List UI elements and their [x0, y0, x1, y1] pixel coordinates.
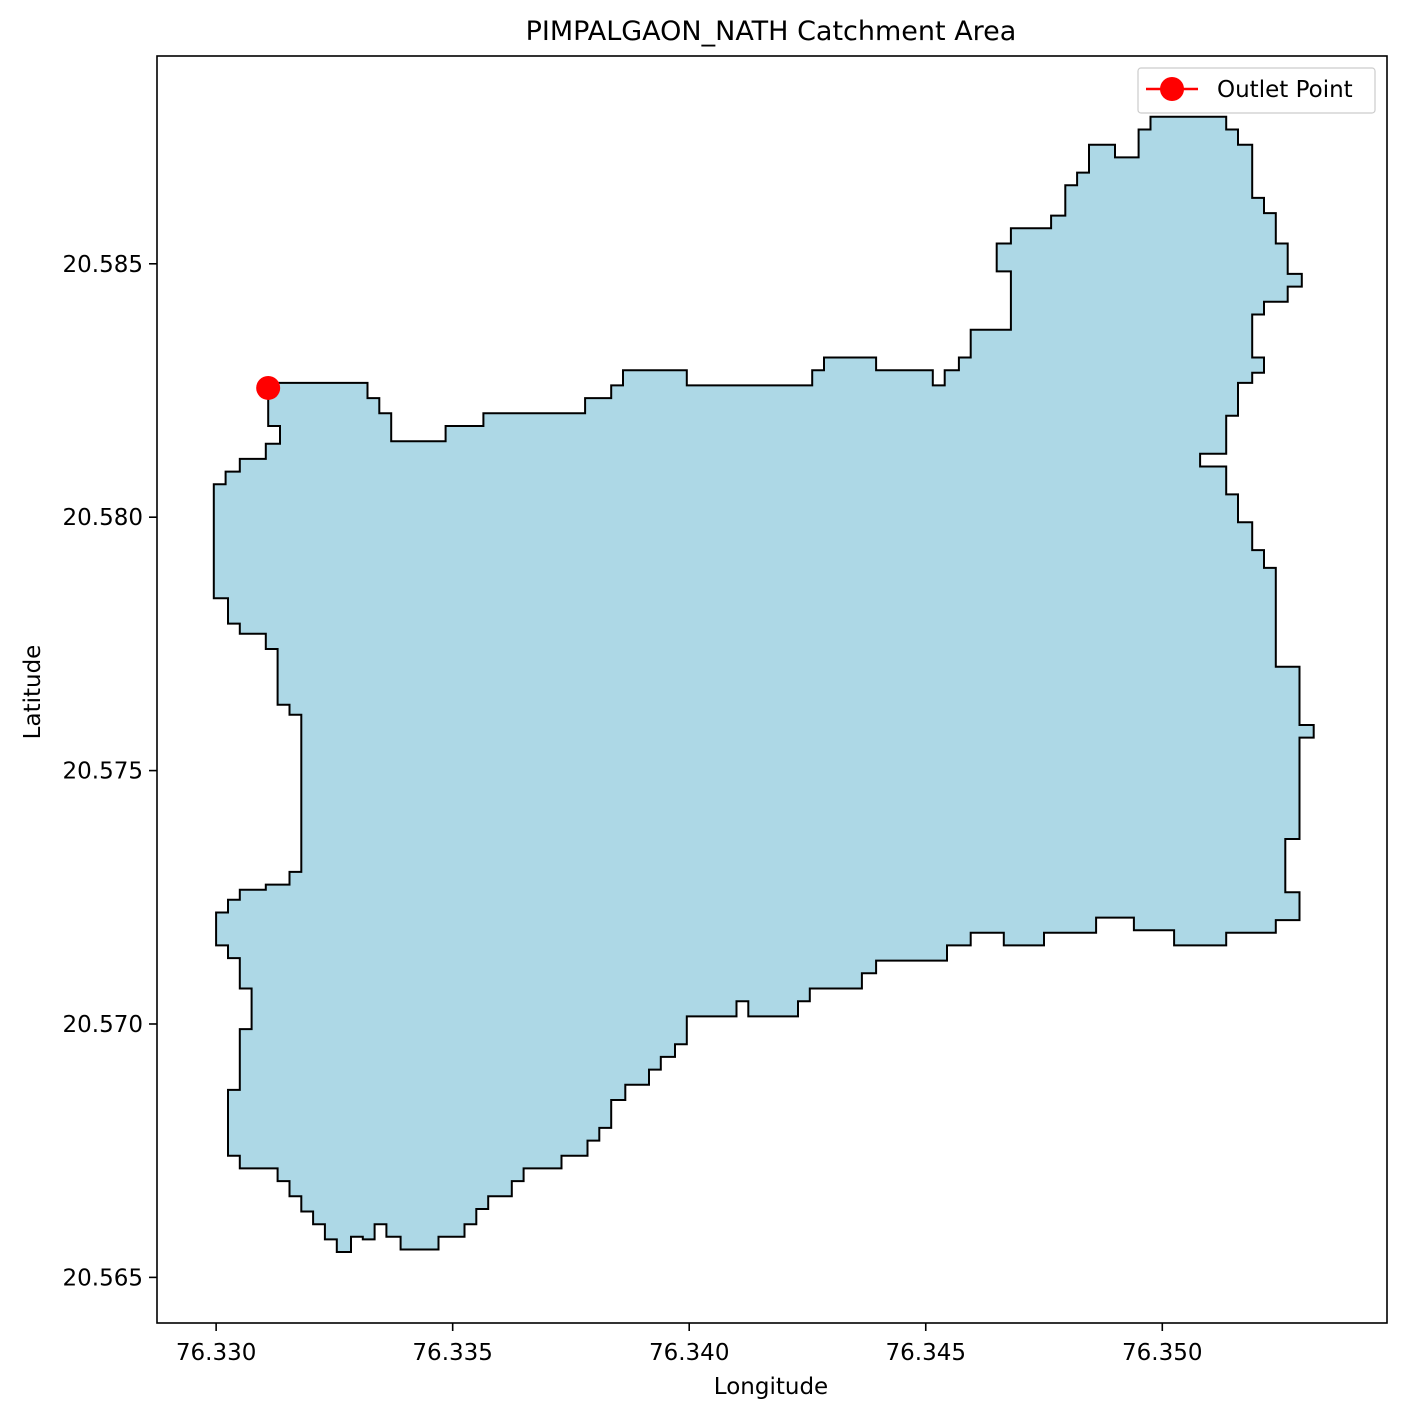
legend-label-outlet-point: Outlet Point	[1217, 77, 1353, 103]
outlet-point-marker	[256, 375, 281, 400]
y-tick-label: 20.580	[63, 505, 143, 531]
x-tick-label: 76.350	[1122, 1340, 1202, 1366]
y-axis: 20.565 20.570 20.575 20.580 20.585	[63, 252, 157, 1291]
map-title: PIMPALGAON_NATH Catchment Area	[526, 16, 1017, 47]
legend: Outlet Point	[1137, 67, 1376, 114]
x-axis: 76.330 76.335 76.340 76.345 76.350	[176, 1323, 1203, 1366]
x-axis-label: Longitude	[714, 1374, 828, 1400]
map-plot-area	[212, 115, 1315, 1253]
outlet-layer	[256, 375, 281, 400]
x-tick-label: 76.330	[176, 1340, 256, 1366]
y-axis-label: Latitude	[20, 645, 46, 740]
legend-dot-marker	[1160, 77, 1184, 101]
x-tick-label: 76.345	[886, 1340, 966, 1366]
y-tick-label: 20.570	[63, 1012, 143, 1038]
y-tick-label: 20.565	[63, 1265, 143, 1291]
x-tick-label: 76.335	[412, 1340, 492, 1366]
axes-frame	[156, 55, 1388, 1324]
y-tick-label: 20.585	[63, 252, 143, 278]
y-tick-label: 20.575	[63, 759, 143, 785]
x-tick-label: 76.340	[649, 1340, 729, 1366]
catchment-polygon	[212, 115, 1315, 1253]
legend-box	[1137, 67, 1376, 114]
